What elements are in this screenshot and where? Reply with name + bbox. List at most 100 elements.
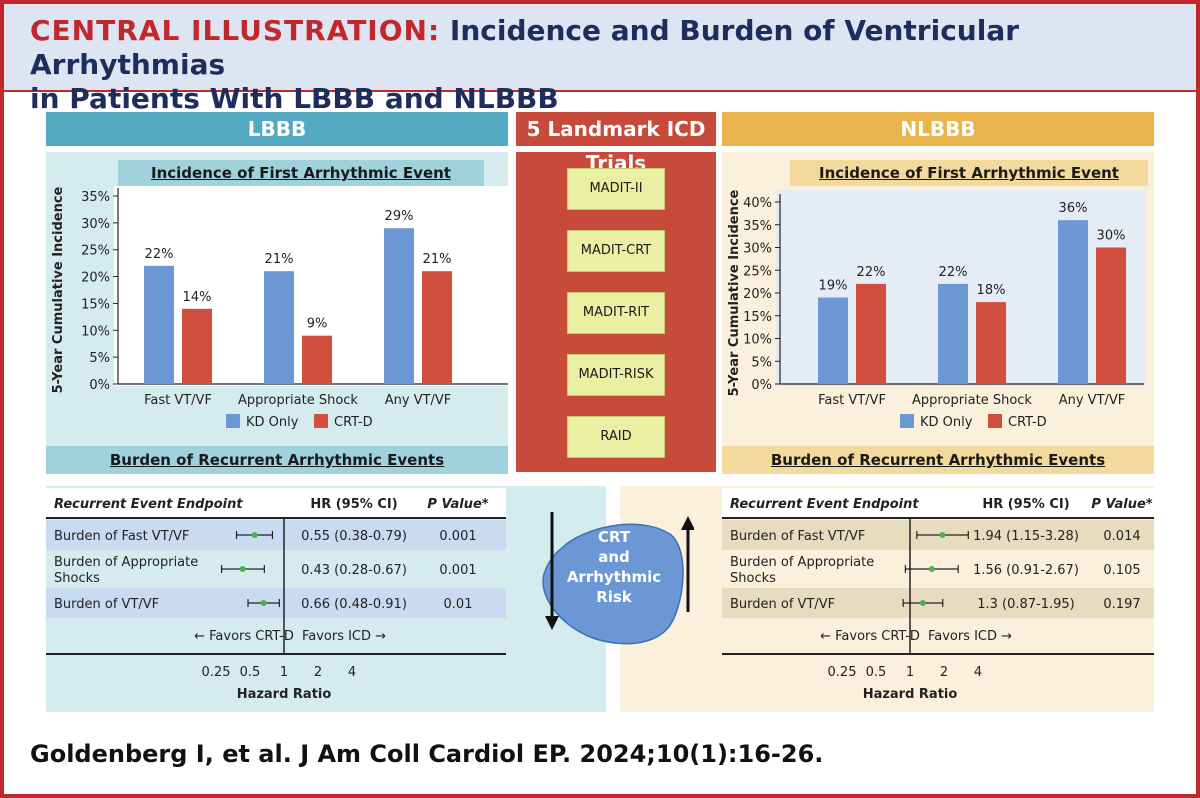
x-tick-label: 0.25 [828,665,857,680]
arrow-up-head-icon [681,516,694,530]
favors-left: ← Favors CRT-D [194,629,294,644]
col-p: P Value* [427,497,488,512]
row-hr: 1.3 (0.87-1.95) [977,597,1075,612]
row-label-line-1: Burden of Appropriate [54,555,198,570]
center-label-3: Arrhythmic [567,568,661,586]
forest-header-bg [46,488,506,518]
crt-risk-blob [542,523,684,645]
x-tick-label: Appropriate Shock [912,393,1032,408]
x-axis-label: Hazard Ratio [863,687,958,702]
bar-kd-only [1058,220,1088,384]
arrow-down-head-icon [545,616,559,630]
bar-value-label: 36% [1059,201,1088,216]
point-estimate [928,566,935,572]
y-tick-label: 10% [81,324,110,339]
col-endpoint: Recurrent Event Endpoint [54,497,243,512]
y-tick-label: 20% [743,287,772,302]
row-p: 0.014 [1103,529,1140,544]
bar-value-label: 30% [1097,229,1126,244]
row-p: 0.01 [444,597,473,612]
bar-value-label: 22% [857,265,886,280]
title-line-1: Incidence and Burden of Ventricular Arrh… [30,14,1020,81]
y-tick-label: 20% [81,271,110,286]
bar-kd-only [264,271,294,384]
trial-raid: RAID [567,416,665,458]
y-tick-label: 25% [743,264,772,279]
col-hr: HR (95% CI) [310,497,397,512]
row-label: Burden of VT/VF [54,597,159,612]
table-row [46,550,506,588]
legend-label: KD Only [246,415,299,430]
legend-label: CRT-D [1008,415,1047,430]
bar-value-label: 21% [265,252,294,267]
row-hr: 0.55 (0.38-0.79) [301,529,407,544]
bar-kd-only [384,228,414,384]
row-label: Burden of Fast VT/VF [54,529,189,544]
page-title: CENTRAL ILLUSTRATION: Incidence and Burd… [30,14,1180,116]
bar-crt-d [976,302,1006,384]
center-label-4: Risk [596,588,633,606]
trial-madit-rit: MADIT-RIT [567,292,665,334]
row-hr: 0.43 (0.28-0.67) [301,563,407,578]
nlbbb-incidence-chart: 0% 5% 10% 15% 20% 25% 30% 35% 40%5-Year Cumulati… [727,189,1146,430]
citation: Goldenberg I, et al. J Am Coll Cardiol E… [30,740,824,768]
lbbb-forest-plot: Recurrent Event Endpoint HR (95% CI) P Val… [46,488,506,702]
trial-madit-risk: MADIT-RISK [567,354,665,396]
crt-risk-graphic: CRT and Arrhythmic Risk [542,512,694,645]
y-tick-label: 5% [751,355,772,370]
bar-value-label: 21% [423,252,452,267]
x-tick-label: 4 [974,665,982,680]
favors-row [722,620,1154,650]
legend-swatch [988,414,1002,428]
y-tick-label: 0% [89,378,110,393]
y-tick-label: 0% [751,378,772,393]
row-label: Burden of Fast VT/VF [730,529,865,544]
row-p: 0.105 [1103,563,1140,578]
y-tick-label: 35% [81,190,110,205]
point-estimate [251,532,258,538]
point-estimate [260,600,267,606]
nlbbb-burden-title: Burden of Recurrent Arrhythmic Events [722,446,1154,474]
favors-row [46,620,506,650]
y-tick-label: 15% [743,310,772,325]
bar-crt-d [422,271,452,384]
nlbbb-incidence-title: Incidence of First Arrhythmic Event [790,160,1148,186]
row-label-line-2: Shocks [730,571,776,586]
x-tick-label: Any VT/VF [1059,393,1126,408]
bar-value-label: 29% [385,209,414,224]
x-tick-label: 0.5 [240,665,261,680]
x-axis-label: Hazard Ratio [237,687,332,702]
row-p: 0.197 [1103,597,1140,612]
col-p: P Value* [1091,497,1152,512]
row-hr: 1.56 (0.91-2.67) [973,563,1079,578]
x-tick-label: 4 [348,665,356,680]
x-tick-label: 2 [940,665,948,680]
y-tick-label: 35% [743,219,772,234]
bar-crt-d [1096,247,1126,384]
legend-label: CRT-D [334,415,373,430]
row-p: 0.001 [439,563,476,578]
trials-header: 5 Landmark ICD Trials [516,112,716,175]
favors-right: Favors ICD → [928,629,1012,644]
x-tick-label: 1 [906,665,914,680]
row-p: 0.001 [439,529,476,544]
title-line-2: in Patients With LBBB and NLBBB [30,82,559,115]
bar-kd-only [938,283,968,384]
row-label-line-1: Burden of Appropriate [730,555,874,570]
bar-kd-only [818,297,848,384]
x-tick-label: Any VT/VF [385,393,452,408]
bar-value-label: 9% [307,317,328,332]
y-tick-label: 15% [81,297,110,312]
y-axis-label: 5-Year Cumulative Incidence [51,186,66,393]
bar-kd-only [144,265,174,384]
row-label: Burden of VT/VF [730,597,835,612]
table-row [46,520,506,550]
y-axis-label: 5-Year Cumulative Incidence [727,189,742,396]
y-tick-label: 10% [743,333,772,348]
y-tick-label: 30% [81,217,110,232]
point-estimate [919,600,926,606]
bar-value-label: 14% [183,290,212,305]
x-tick-label: Fast VT/VF [144,393,212,408]
legend-swatch [900,414,914,428]
